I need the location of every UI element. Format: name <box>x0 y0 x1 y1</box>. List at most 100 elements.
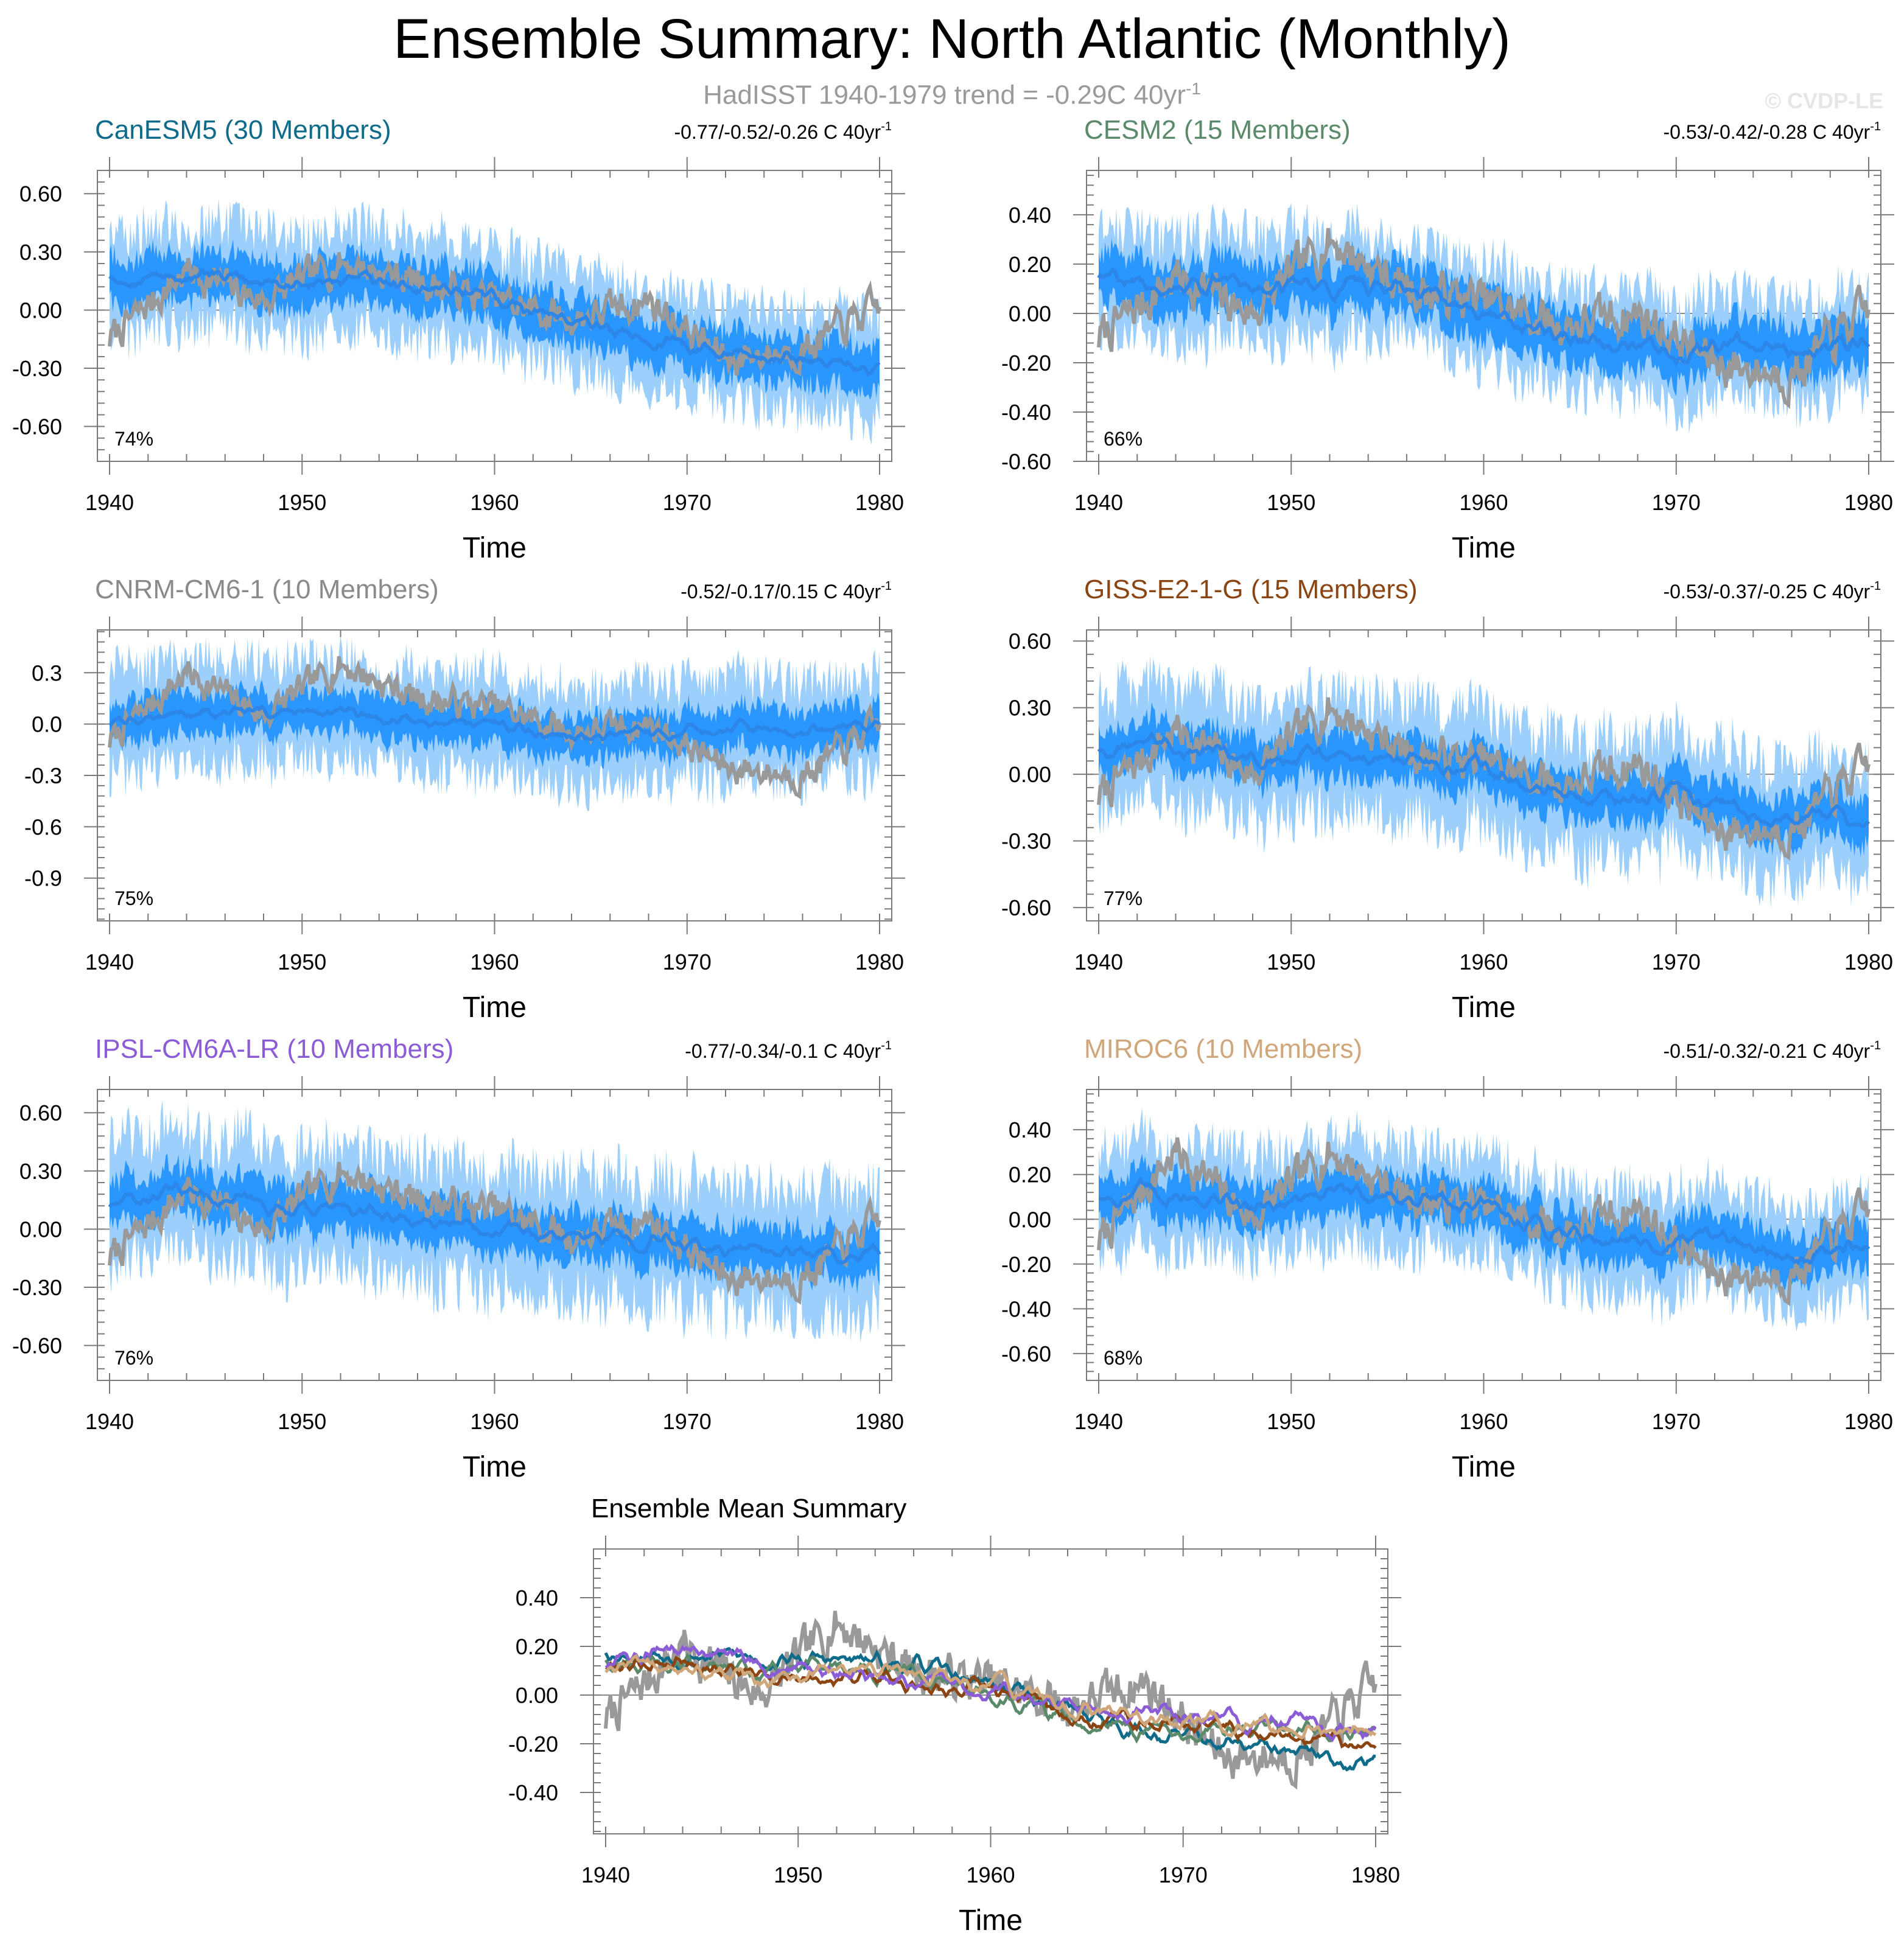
observations-line <box>108 656 881 800</box>
trend-superscript: -1 <box>1870 120 1881 133</box>
plot-area <box>97 198 892 445</box>
x-tick-label: 1960 <box>1459 490 1508 515</box>
observations-line <box>108 1161 881 1305</box>
trend-annotation: -0.77/-0.52/-0.26 C 40yr-1 <box>674 120 892 143</box>
x-tick-label: 1950 <box>1267 490 1315 515</box>
x-tick-label: 1970 <box>663 949 712 974</box>
y-tick-label: 0.00 <box>1009 301 1051 326</box>
y-tick-label: 0.30 <box>19 240 62 265</box>
x-axis-label: Time <box>1452 532 1516 564</box>
x-tick-label: 1940 <box>581 1862 630 1887</box>
x-tick-label: 1950 <box>1267 1409 1315 1434</box>
x-tick-label: 1980 <box>855 1409 904 1434</box>
plot-area <box>97 1100 892 1343</box>
x-tick-label: 1960 <box>470 949 519 974</box>
x-tick-label: 1950 <box>1267 949 1315 974</box>
observations-line <box>108 251 881 376</box>
x-axis-label: Time <box>1452 1451 1516 1483</box>
figure-title: Ensemble Summary: North Atlantic (Monthl… <box>393 8 1511 70</box>
panel-title: CanESM5 (30 Members) <box>95 115 391 145</box>
y-tick-label: 0.60 <box>1009 629 1051 654</box>
x-tick-label: 1970 <box>1652 1409 1701 1434</box>
panel-title: Ensemble Mean Summary <box>591 1494 906 1523</box>
trend-text: -0.51/-0.32/-0.21 C 40yr <box>1663 1040 1870 1062</box>
y-tick-label: 0.30 <box>19 1159 62 1184</box>
y-tick-label: -0.60 <box>1001 449 1051 474</box>
y-tick-label: -0.6 <box>24 814 62 839</box>
trend-superscript: -1 <box>881 120 892 133</box>
y-tick-label: 0.00 <box>19 298 62 323</box>
y-tick-label: 0.60 <box>19 1100 62 1125</box>
panel-title: CESM2 (15 Members) <box>1084 115 1351 145</box>
plot-area <box>1087 655 1881 909</box>
x-tick-label: 1950 <box>278 1409 326 1434</box>
ensemble-mean-line <box>1097 267 1871 368</box>
percentage-label: 75% <box>114 887 153 909</box>
trend-superscript: -1 <box>881 1039 892 1052</box>
y-tick-label: -0.9 <box>24 866 62 891</box>
trend-text: -0.77/-0.34/-0.1 C 40yr <box>685 1040 881 1062</box>
x-tick-label: 1940 <box>1074 1409 1123 1434</box>
y-tick-label: -0.40 <box>1001 1296 1051 1321</box>
panel-2: 0.40 0.20 0.00 -0.20 -0.40 -0.60 1940 1950 1960 1… <box>1001 115 1894 564</box>
x-tick-label: 1980 <box>855 490 904 515</box>
y-tick-label: 0.3 <box>32 660 62 685</box>
x-tick-label: 1950 <box>278 490 326 515</box>
x-tick-label: 1950 <box>278 949 326 974</box>
plot-area <box>97 635 892 811</box>
y-tick-label: -0.60 <box>1001 895 1051 920</box>
x-tick-label: 1970 <box>1652 490 1701 515</box>
x-tick-label: 1940 <box>85 1409 134 1434</box>
model-mean-line <box>604 1654 1377 1740</box>
y-tick-label: -0.20 <box>1001 351 1051 376</box>
x-tick-label: 1970 <box>1159 1862 1208 1887</box>
percentage-label: 68% <box>1104 1347 1143 1369</box>
observations-line <box>1097 228 1871 410</box>
x-tick-label: 1980 <box>1844 949 1893 974</box>
ensemble-mean-line <box>108 267 881 377</box>
y-tick-label: -0.40 <box>1001 400 1051 425</box>
y-tick-label: 0.00 <box>19 1217 62 1242</box>
x-tick-label: 1980 <box>1844 490 1893 515</box>
y-tick-label: 0.20 <box>516 1634 558 1659</box>
copyright-watermark: © CVDP-LE <box>1765 88 1883 113</box>
trend-superscript: -1 <box>1870 1039 1881 1052</box>
panel-1: 0.60 0.30 0.00 -0.30 -0.60 1940 1950 1960 1970 19… <box>12 115 905 564</box>
subtitle-text: HadISST 1940-1979 trend = -0.29C 40yr <box>703 80 1186 110</box>
y-tick-label: 0.60 <box>19 181 62 206</box>
model-mean-line <box>604 1643 1377 1743</box>
trend-annotation: -0.53/-0.42/-0.28 C 40yr-1 <box>1663 120 1881 143</box>
trend-text: -0.53/-0.37/-0.25 C 40yr <box>1663 581 1870 603</box>
x-tick-label: 1940 <box>1074 949 1123 974</box>
x-axis-label: Time <box>1452 991 1516 1024</box>
trend-annotation: -0.51/-0.32/-0.21 C 40yr-1 <box>1663 1039 1881 1062</box>
trend-annotation: -0.77/-0.34/-0.1 C 40yr-1 <box>685 1039 892 1062</box>
y-tick-label: -0.20 <box>1001 1252 1051 1277</box>
ensemble-mean-line <box>1098 1177 1871 1266</box>
trend-superscript: -1 <box>881 579 892 593</box>
x-tick-label: 1960 <box>1459 1409 1508 1434</box>
x-tick-label: 1960 <box>1459 949 1508 974</box>
ensemble-mean-line <box>108 1181 881 1266</box>
panel-4: 0.60 0.30 0.00 -0.30 -0.60 1940 1950 1960 1970 19… <box>1001 575 1894 1024</box>
y-tick-label: 0.40 <box>1009 203 1051 228</box>
x-tick-label: 1970 <box>1652 949 1701 974</box>
x-tick-label: 1980 <box>855 949 904 974</box>
subtitle-superscript: -1 <box>1186 79 1201 98</box>
y-tick-label: 0.00 <box>1009 1207 1051 1232</box>
y-tick-label: -0.3 <box>24 763 62 788</box>
x-tick-label: 1950 <box>774 1862 822 1887</box>
x-tick-label: 1960 <box>470 490 519 515</box>
x-axis-label: Time <box>959 1904 1023 1937</box>
trend-annotation: -0.53/-0.37/-0.25 C 40yr-1 <box>1663 579 1881 603</box>
y-tick-label: 0.00 <box>516 1683 558 1708</box>
y-tick-label: -0.40 <box>508 1780 558 1805</box>
x-tick-label: 1960 <box>470 1409 519 1434</box>
figure-subtitle: HadISST 1940-1979 trend = -0.29C 40yr-1 <box>0 79 1904 111</box>
x-tick-label: 1940 <box>85 490 134 515</box>
y-tick-label: -0.20 <box>508 1732 558 1757</box>
trend-text: -0.53/-0.42/-0.28 C 40yr <box>1663 121 1870 143</box>
x-tick-label: 1980 <box>1844 1409 1893 1434</box>
panel-7: 0.40 0.20 0.00 -0.20 -0.40 1940 1950 1960 1970 19… <box>508 1494 1401 1937</box>
panel-title: IPSL-CM6A-LR (10 Members) <box>95 1034 453 1064</box>
